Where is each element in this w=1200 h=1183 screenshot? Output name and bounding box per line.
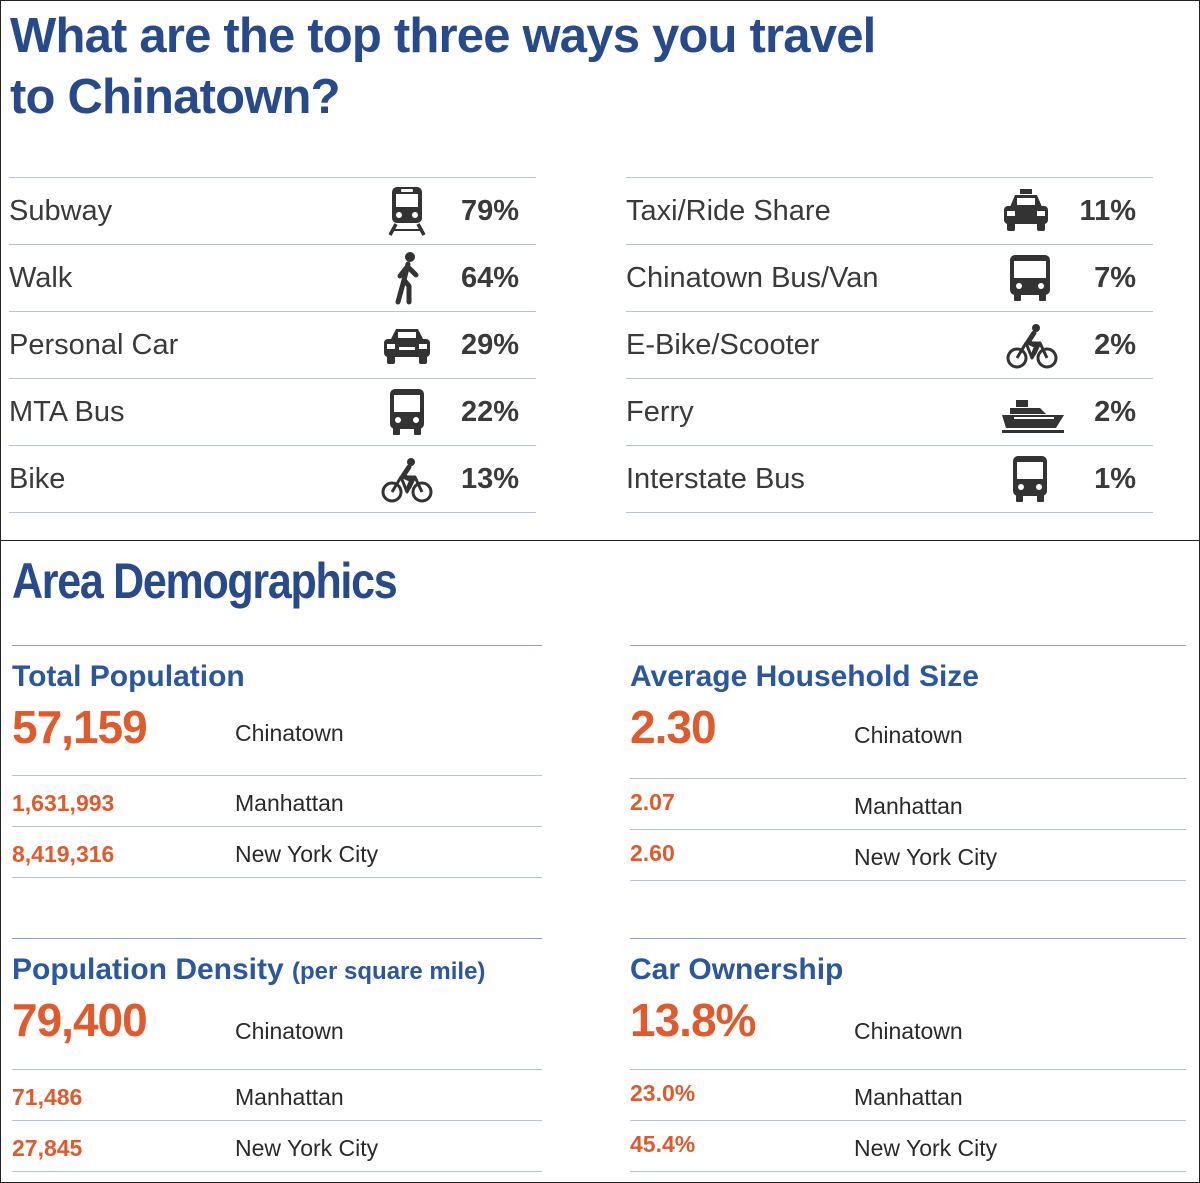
sub-stat-row: 1,631,993 Manhattan bbox=[12, 776, 542, 827]
block-heading-text: Population Density bbox=[12, 953, 284, 986]
sub-stat-row: 2.07 Manhattan bbox=[630, 779, 1186, 830]
sub-stat-row: 45.4% New York City bbox=[630, 1121, 1186, 1172]
travel-row: Personal Car 29% bbox=[9, 311, 536, 378]
travel-row: Interstate Bus 1% bbox=[626, 445, 1153, 513]
travel-row: Ferry 2% bbox=[626, 378, 1153, 445]
travel-mode-percent: 79% bbox=[460, 195, 519, 227]
block-top-rule bbox=[12, 645, 542, 646]
sub-stat-row: 8,419,316 New York City bbox=[12, 827, 542, 878]
bus-icon bbox=[1002, 250, 1058, 306]
main-stat-value: 13.8% bbox=[630, 994, 756, 1046]
travel-mode-label: Ferry bbox=[626, 396, 694, 428]
travel-mode-label: Subway bbox=[9, 195, 113, 227]
sub-stat-value: 45.4% bbox=[630, 1131, 696, 1157]
travel-mode-percent: 13% bbox=[460, 463, 519, 495]
main-stat-row: 57,159 Chinatown bbox=[12, 696, 542, 776]
travel-mode-percent: 2% bbox=[1094, 329, 1136, 361]
sub-stat-place: Manhattan bbox=[854, 1084, 963, 1110]
main-stat-place: Chinatown bbox=[235, 1018, 344, 1044]
block-heading: Car Ownership bbox=[630, 953, 844, 986]
travel-row: Taxi/Ride Share 11% bbox=[626, 177, 1153, 244]
sub-stat-place: New York City bbox=[854, 844, 998, 870]
bus-icon bbox=[379, 384, 435, 440]
main-stat-row: 2.30 Chinatown bbox=[630, 696, 1186, 779]
travel-modes-right-column: Taxi/Ride Share 11% Chinatown Bus/Van 7%… bbox=[626, 177, 1153, 513]
sub-stat-row: 2.60 New York City bbox=[630, 830, 1186, 881]
travel-mode-percent: 22% bbox=[460, 396, 519, 428]
travel-mode-percent: 29% bbox=[460, 329, 519, 361]
travel-mode-label: Taxi/Ride Share bbox=[626, 195, 831, 227]
block-top-rule bbox=[630, 938, 1186, 939]
block-heading: Population Density (per square mile) bbox=[12, 953, 542, 989]
sub-stat-place: New York City bbox=[235, 841, 379, 867]
travel-row: MTA Bus 22% bbox=[9, 378, 536, 445]
main-stat-place: Chinatown bbox=[854, 1018, 963, 1044]
sub-stat-value: 71,486 bbox=[12, 1084, 83, 1110]
main-stat-value: 57,159 bbox=[12, 701, 148, 753]
travel-row: E-Bike/Scooter 2% bbox=[626, 311, 1153, 378]
main-stat-row: 79,400 Chinatown bbox=[12, 989, 542, 1070]
cyclist-icon bbox=[379, 451, 435, 507]
travel-mode-percent: 2% bbox=[1094, 396, 1136, 428]
travel-mode-label: Walk bbox=[9, 262, 73, 294]
survey-title-line-2: to Chinatown? bbox=[10, 70, 341, 124]
travel-modes-left-column: Subway 79% Walk 64% Personal Car 29% MTA… bbox=[9, 177, 536, 513]
travel-mode-label: Interstate Bus bbox=[626, 463, 805, 495]
cyclist-icon bbox=[1004, 317, 1060, 373]
sub-stat-place: New York City bbox=[235, 1135, 379, 1161]
subway-icon bbox=[379, 183, 435, 239]
block-heading: Total Population bbox=[12, 660, 245, 693]
sub-stat-value: 2.60 bbox=[630, 840, 675, 866]
travel-row: Subway 79% bbox=[9, 177, 536, 244]
sub-stat-value: 1,631,993 bbox=[12, 790, 115, 816]
travel-mode-label: MTA Bus bbox=[9, 396, 125, 428]
block-top-rule bbox=[630, 645, 1186, 646]
ferry-icon bbox=[1000, 384, 1066, 440]
total-population-block: Total Population 57,159 Chinatown 1,631,… bbox=[12, 645, 542, 878]
sub-stat-place: New York City bbox=[854, 1135, 998, 1161]
household-size-block: Average Household Size 2.30 Chinatown 2.… bbox=[630, 645, 1186, 881]
sub-stat-place: Manhattan bbox=[854, 793, 963, 819]
travel-mode-percent: 1% bbox=[1094, 463, 1136, 495]
sub-stat-value: 23.0% bbox=[630, 1080, 696, 1106]
sub-stat-place: Manhattan bbox=[235, 790, 344, 816]
walking-person-icon bbox=[379, 250, 435, 306]
survey-title: What are the top three ways you travel t… bbox=[10, 6, 1010, 128]
sub-stat-value: 2.07 bbox=[630, 789, 675, 815]
travel-mode-percent: 64% bbox=[460, 262, 519, 294]
main-stat-place: Chinatown bbox=[854, 722, 963, 748]
sub-stat-row: 71,486 Manhattan bbox=[12, 1070, 542, 1121]
bus-icon bbox=[1002, 451, 1058, 507]
car-icon bbox=[379, 317, 435, 373]
demographics-title: Area Demographics bbox=[12, 553, 398, 609]
sub-stat-row: 23.0% Manhattan bbox=[630, 1070, 1186, 1121]
travel-row: Bike 13% bbox=[9, 445, 536, 513]
main-stat-row: 13.8% Chinatown bbox=[630, 989, 1186, 1070]
section-divider bbox=[0, 540, 1200, 541]
travel-row: Chinatown Bus/Van 7% bbox=[626, 244, 1153, 311]
travel-mode-label: Chinatown Bus/Van bbox=[626, 262, 879, 294]
main-stat-place: Chinatown bbox=[235, 720, 344, 746]
population-density-block: Population Density (per square mile) 79,… bbox=[12, 938, 542, 1172]
main-stat-value: 79,400 bbox=[12, 994, 148, 1046]
taxi-icon bbox=[998, 183, 1054, 239]
survey-title-line-1: What are the top three ways you travel bbox=[10, 9, 876, 63]
block-heading-suffix: (per square mile) bbox=[292, 958, 486, 985]
travel-mode-label: Bike bbox=[9, 463, 66, 495]
block-heading: Average Household Size bbox=[630, 660, 979, 693]
travel-mode-label: E-Bike/Scooter bbox=[626, 329, 820, 361]
travel-mode-percent: 7% bbox=[1094, 262, 1136, 294]
travel-row: Walk 64% bbox=[9, 244, 536, 311]
travel-mode-percent: 11% bbox=[1079, 195, 1136, 227]
travel-mode-label: Personal Car bbox=[9, 329, 179, 361]
block-top-rule bbox=[12, 938, 542, 939]
sub-stat-value: 8,419,316 bbox=[12, 841, 115, 867]
sub-stat-value: 27,845 bbox=[12, 1135, 83, 1161]
sub-stat-place: Manhattan bbox=[235, 1084, 344, 1110]
sub-stat-row: 27,845 New York City bbox=[12, 1121, 542, 1172]
main-stat-value: 2.30 bbox=[630, 701, 717, 753]
car-ownership-block: Car Ownership 13.8% Chinatown 23.0% Manh… bbox=[630, 938, 1186, 1172]
